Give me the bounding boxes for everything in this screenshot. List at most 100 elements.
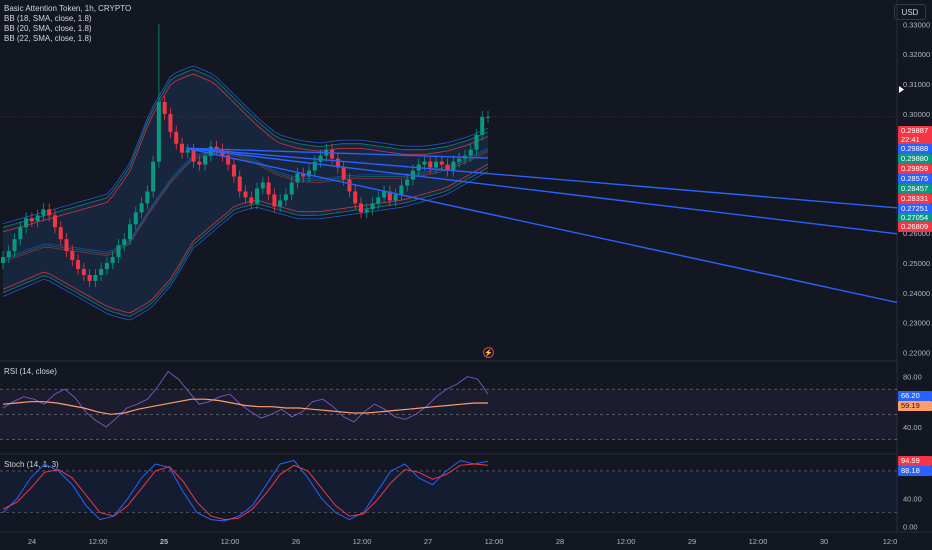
stoch-band-fill [0,470,897,513]
candle-body [18,227,23,240]
lightning-icon[interactable]: ⚡ [483,347,494,358]
bb-lower-line [2,167,489,317]
candle-body [12,239,17,252]
candle-body [64,239,69,252]
price-scale-arrow-icon [899,86,904,93]
candle-body [58,227,63,240]
candle-body [52,215,57,228]
rsi-value-tag: 59.19 [898,401,932,411]
time-tick-label: 25 [160,537,168,546]
price-tag: 0.28575 [898,174,932,184]
price-tick-label: 0.25000 [903,259,930,268]
candle-body [168,113,173,132]
bb3-legend[interactable]: BB (22, SMA, close, 1.8) [4,34,92,43]
price-tick-label: 0.31000 [903,80,930,89]
candle-body [376,197,381,204]
rsi-rsi-line [2,370,489,428]
candle-body [203,155,208,165]
candle-body [122,239,127,246]
candle-body [393,194,398,201]
candle-body [306,170,312,177]
candle-body [318,155,323,162]
candle-body [439,161,444,165]
candle-body [480,116,485,135]
candle-body [335,158,340,168]
candle-body [93,274,98,281]
candle-body [445,164,450,171]
rsi-tick-label: 80.00 [903,373,922,382]
time-tick-label: 12:00 [617,537,636,546]
candle-body [41,209,46,216]
candle-body [272,194,277,207]
price-tag: 0.29887 [898,126,932,136]
trendline [185,147,898,304]
candle-body [370,203,375,210]
bb2-legend[interactable]: BB (20, SMA, close, 1.8) [4,24,92,33]
candle-body [145,191,150,204]
candle-body [87,274,92,281]
bb-upper-line [2,65,489,225]
candle-body [6,251,11,258]
rsi-value-tag: 66.20 [898,391,932,401]
candle-body [81,269,86,275]
rsi-title[interactable]: RSI (14, close) [4,367,57,376]
currency-button[interactable]: USD [894,4,926,20]
price-tick-label: 0.33000 [903,20,930,29]
candle-body [70,251,75,261]
price-tick-label: 0.23000 [903,319,930,328]
candle-body [434,161,439,168]
candle-body [128,224,133,240]
candle-body [133,212,138,225]
candle-body [485,116,491,118]
stoch-tick-label: 0.00 [903,523,918,532]
candle-body [266,182,271,195]
candle-body [358,203,363,213]
stoch-tick-label: 40.00 [903,495,922,504]
stoch-title[interactable]: Stoch (14, 1, 3) [4,460,59,469]
candle-body [151,161,156,192]
candle-body [197,161,202,165]
candle-body [278,200,283,207]
stoch-d-line [2,463,489,521]
time-tick-label: 12:00 [749,537,768,546]
candle-body [237,176,242,192]
candle-body [301,173,306,177]
price-tag: 0.27054 [898,213,932,223]
trendline [185,147,489,159]
bb1-legend[interactable]: BB (18, SMA, close, 1.8) [4,14,92,23]
price-tick-label: 0.30000 [903,110,930,119]
time-tick-label: 12:00 [89,537,108,546]
candle-body [99,269,104,275]
candle-body [179,143,185,153]
price-tick-label: 0.32000 [903,50,930,59]
price-tag: 0.27251 [898,204,932,214]
candle-body [29,218,34,222]
candle-body [249,197,254,204]
candle-body [116,245,121,258]
rsi-band-fill [0,389,897,440]
candle-body [428,161,433,168]
price-tick-label: 0.22000 [903,349,930,358]
price-tag: 0.29859 [898,164,932,174]
time-tick-label: 27 [424,537,432,546]
price-tag: 0.26809 [898,222,932,232]
trendline [185,147,898,235]
stoch-value-tag: 88.18 [898,466,932,476]
candle-body [162,101,167,114]
candle-body [260,182,265,189]
candle-body [139,203,144,213]
candle-body [35,215,40,222]
candle-body [289,182,294,195]
candle-body [382,191,387,198]
candle-body [214,146,219,150]
candle-body [330,149,335,159]
price-tick-label: 0.24000 [903,289,930,298]
candle-body [243,191,248,198]
time-tick-label: 12:0 [883,537,898,546]
candle-body [231,164,236,177]
candle-body [255,188,260,204]
candle-body [468,149,473,156]
stoch-value-tag: 94.59 [898,456,932,466]
candle-body [474,134,479,150]
